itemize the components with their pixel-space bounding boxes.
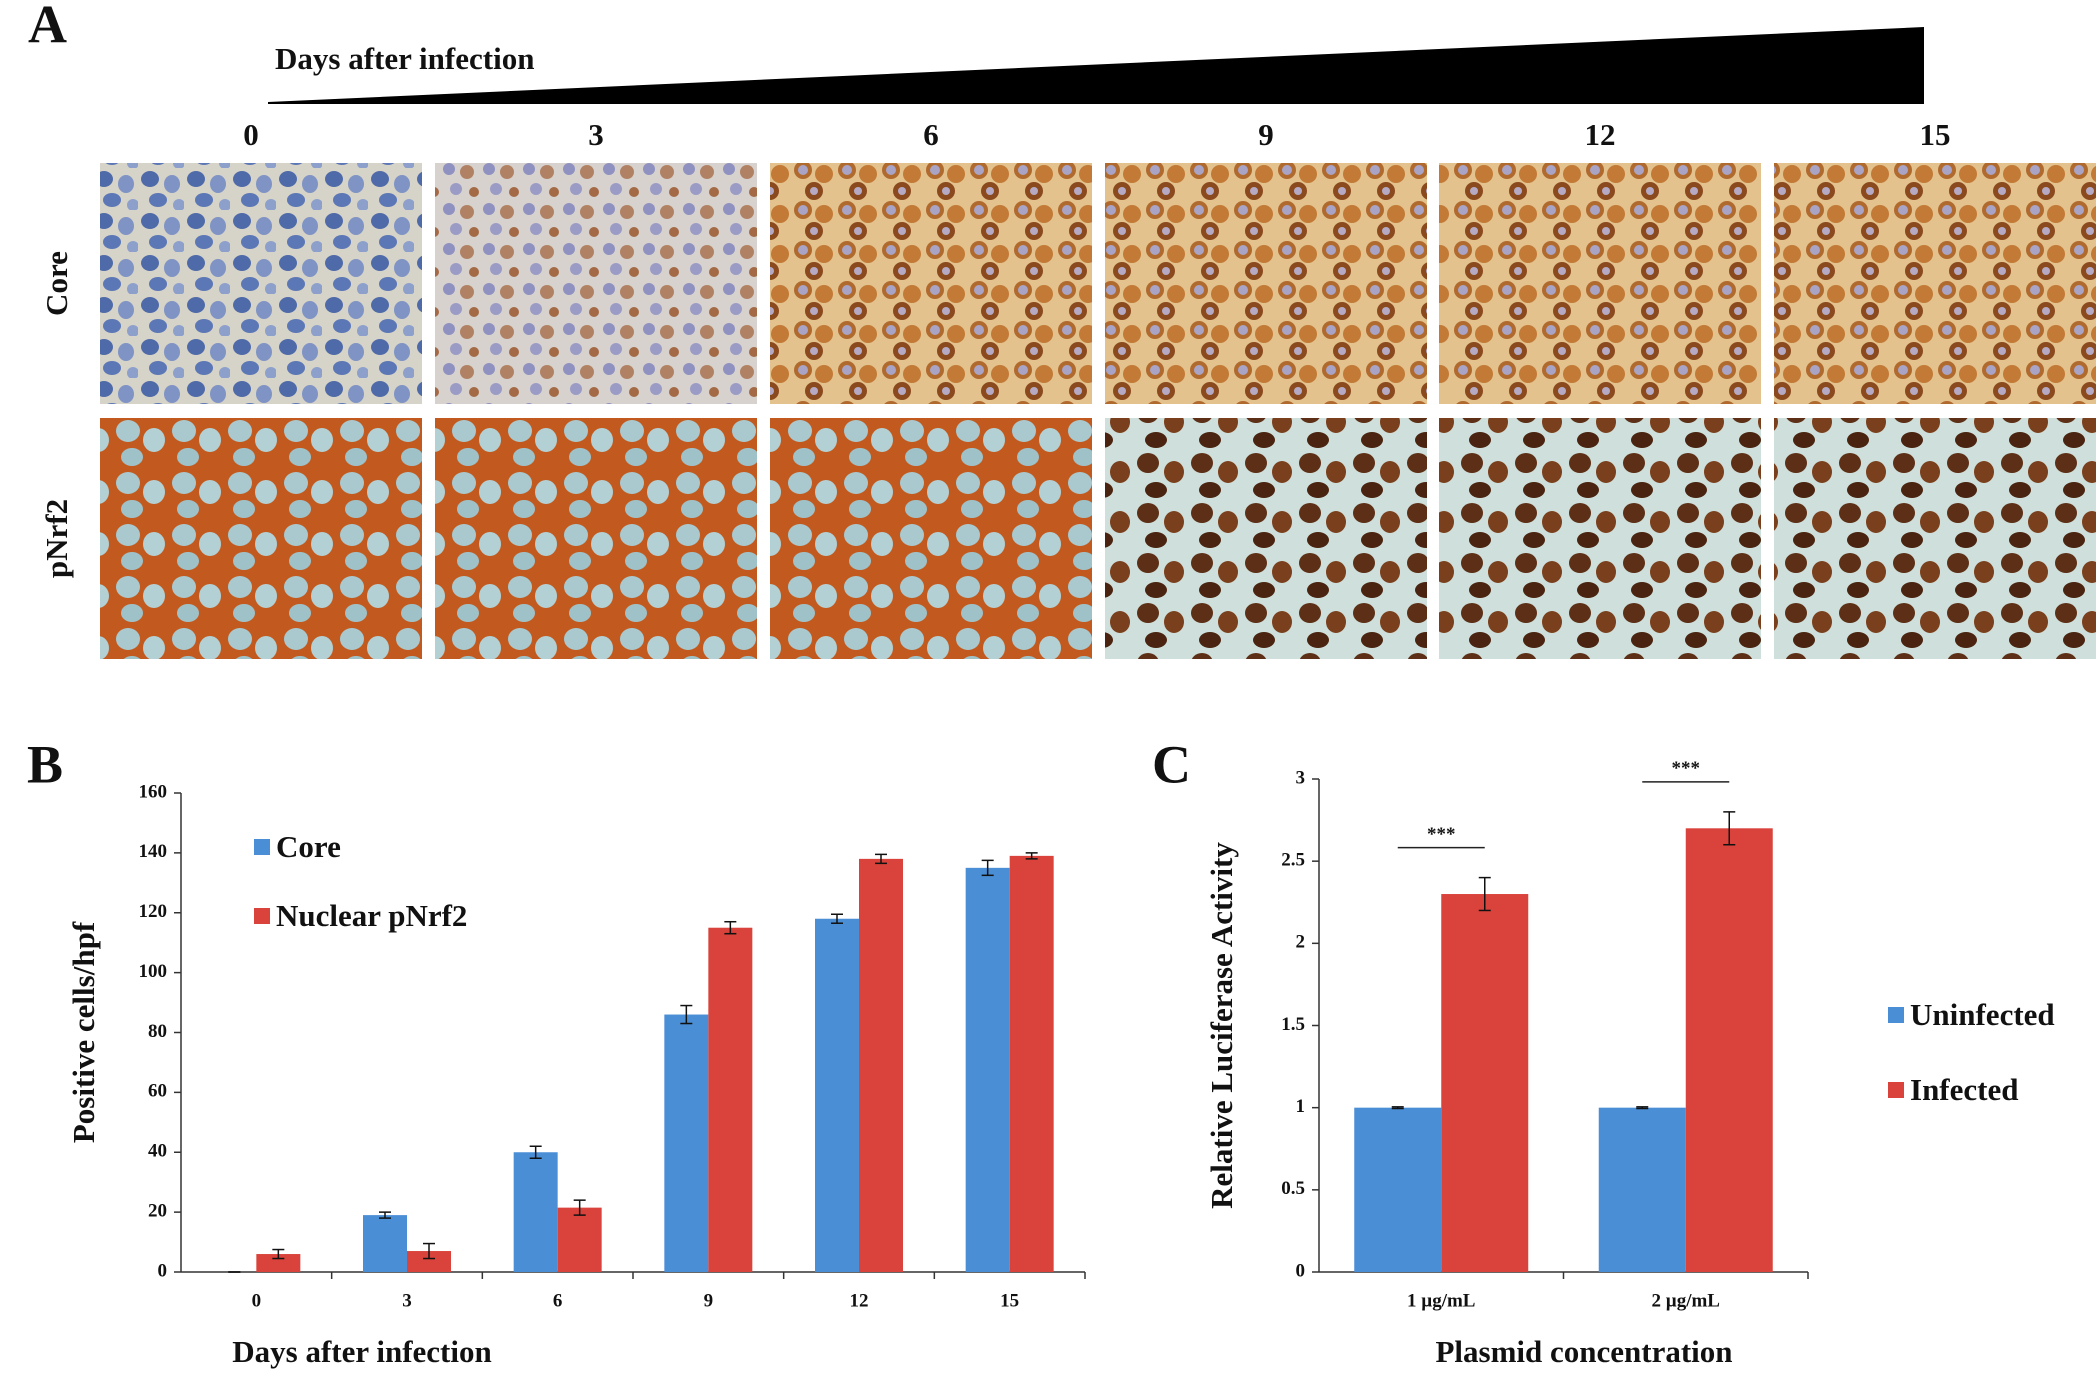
micrograph <box>1105 163 1427 404</box>
y-tick-label: 3 <box>1296 767 1306 788</box>
y-tick-label: 40 <box>148 1141 167 1162</box>
y-axis-title: Relative Luciferase Activity <box>1204 842 1239 1209</box>
bar <box>708 927 753 1272</box>
x-tick-label: 3 <box>402 1290 412 1311</box>
row-label: Core <box>39 251 74 316</box>
error-bar <box>1478 876 1491 912</box>
x-tick-label: 2 µg/mL <box>1652 1290 1720 1311</box>
gradient-triangle <box>268 27 1924 104</box>
error-bar <box>981 859 994 877</box>
day-label: 15 <box>1920 117 1951 152</box>
micrograph <box>100 418 422 659</box>
bar <box>256 1254 301 1272</box>
panel-letter: A <box>28 0 67 54</box>
micrograph <box>1774 163 2096 404</box>
legend-swatch <box>254 908 270 924</box>
day-label: 6 <box>923 117 939 152</box>
bar <box>859 858 903 1272</box>
legend-label: Nuclear pNrf2 <box>276 898 467 933</box>
legend-swatch <box>254 839 270 855</box>
micrograph <box>435 163 757 404</box>
micrograph <box>100 163 422 404</box>
x-tick-label: 1 µg/mL <box>1407 1290 1475 1311</box>
panel-title: Days after infection <box>275 41 534 76</box>
y-tick-label: 2.5 <box>1281 850 1305 871</box>
bar <box>363 1215 407 1272</box>
bar <box>557 1207 602 1272</box>
error-bar <box>1025 852 1038 860</box>
error-bar <box>831 913 843 924</box>
y-tick-label: 2 <box>1296 932 1306 953</box>
x-tick-label: 6 <box>553 1290 563 1311</box>
y-tick-label: 20 <box>148 1200 167 1221</box>
y-tick-label: 100 <box>139 961 168 982</box>
legend-swatch <box>1888 1007 1904 1023</box>
y-tick-label: 120 <box>139 901 168 922</box>
y-tick-label: 0 <box>158 1260 168 1281</box>
error-bar <box>573 1199 586 1216</box>
panel-letter: B <box>27 734 63 794</box>
y-axis-title: Positive cells/hpf <box>66 921 101 1143</box>
legend-label: Uninfected <box>1910 997 2055 1032</box>
bar <box>513 1152 558 1272</box>
y-tick-label: 1 <box>1296 1096 1306 1117</box>
micrograph <box>770 418 1092 659</box>
bar <box>1354 1107 1442 1272</box>
bar <box>1441 894 1529 1272</box>
micrograph <box>1774 418 2096 659</box>
day-label: 0 <box>243 117 259 152</box>
micrograph <box>1439 418 1761 659</box>
error-bar <box>1391 1106 1404 1110</box>
bar <box>664 1014 709 1272</box>
error-bar <box>1636 1106 1649 1110</box>
y-tick-label: 0 <box>1296 1260 1306 1281</box>
significance-label: *** <box>1672 758 1701 779</box>
error-bar <box>272 1248 285 1260</box>
error-bar <box>379 1211 391 1219</box>
x-tick-label: 15 <box>1000 1290 1019 1311</box>
bar <box>1685 828 1773 1272</box>
x-tick-label: 12 <box>850 1290 869 1311</box>
error-bar <box>529 1145 542 1159</box>
micrograph-grid <box>100 163 2096 659</box>
row-label: pNrf2 <box>39 499 74 578</box>
day-label: 9 <box>1258 117 1274 152</box>
legend-label: Core <box>276 829 341 864</box>
panel-letter: C <box>1152 734 1191 794</box>
bar <box>407 1251 451 1272</box>
y-tick-label: 140 <box>139 841 168 862</box>
legend-swatch <box>1888 1082 1904 1098</box>
bar <box>815 918 859 1272</box>
bar <box>1598 1107 1686 1272</box>
x-axis-title: Days after infection <box>232 1334 491 1369</box>
day-label: 12 <box>1585 117 1616 152</box>
y-tick-label: 60 <box>148 1081 167 1102</box>
bar <box>1009 855 1054 1272</box>
error-bar <box>680 1004 693 1025</box>
x-tick-label: 9 <box>704 1290 714 1311</box>
micrograph <box>1439 163 1761 404</box>
error-bar <box>724 920 737 935</box>
x-tick-label: 0 <box>252 1290 262 1311</box>
error-bar <box>423 1242 435 1260</box>
bar <box>965 867 1010 1272</box>
error-bar <box>875 853 887 865</box>
error-bar <box>1723 811 1736 846</box>
micrograph <box>1105 418 1427 659</box>
legend-label: Infected <box>1910 1072 2018 1107</box>
significance-label: *** <box>1427 824 1456 845</box>
y-tick-label: 0.5 <box>1281 1178 1305 1199</box>
micrograph <box>435 418 757 659</box>
x-axis-title: Plasmid concentration <box>1435 1334 1732 1369</box>
micrograph <box>770 163 1092 404</box>
y-tick-label: 1.5 <box>1281 1014 1305 1035</box>
y-tick-label: 160 <box>139 781 168 802</box>
y-tick-label: 80 <box>148 1021 167 1042</box>
day-label: 3 <box>588 117 604 152</box>
